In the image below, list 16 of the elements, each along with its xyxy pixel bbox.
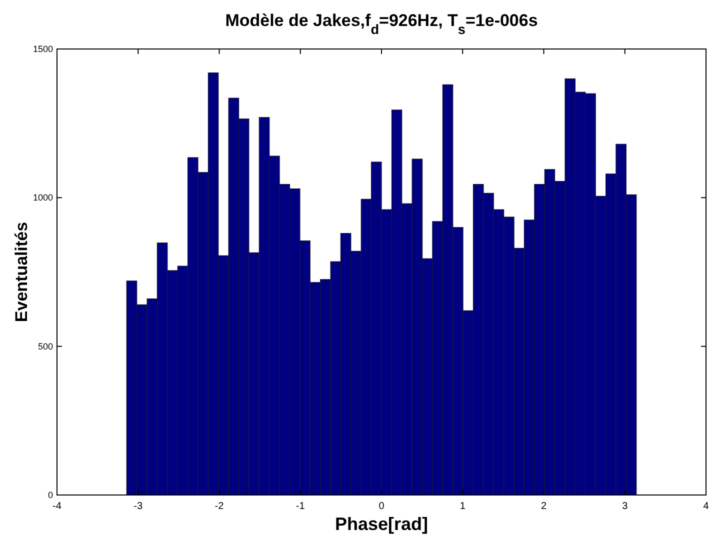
x-tick-label: -3 (134, 501, 143, 512)
x-tick-label: 1 (460, 501, 466, 512)
x-axis-title: Phase[rad] (334, 514, 428, 534)
chart-title: Modèle de Jakes,f$_{d}$=926Hz, T$_{s}$=1e-006s (225, 11, 538, 36)
x-tick-label: -2 (214, 501, 224, 512)
y-tick-label: 500 (38, 341, 53, 352)
y-tick-label: 1000 (32, 192, 53, 203)
y-tick-label: 0 (48, 490, 53, 500)
x-tick-label: -1 (296, 501, 306, 512)
x-tick-label: 0 (378, 501, 385, 512)
x-tick-label: 4 (703, 501, 710, 512)
y-tick-label: 1500 (32, 44, 53, 54)
y-axis-title: Eventualités (12, 222, 31, 322)
x-tick-label: 2 (540, 501, 547, 512)
x-tick-label: 3 (622, 501, 628, 512)
x-tick-label: -4 (52, 501, 62, 512)
